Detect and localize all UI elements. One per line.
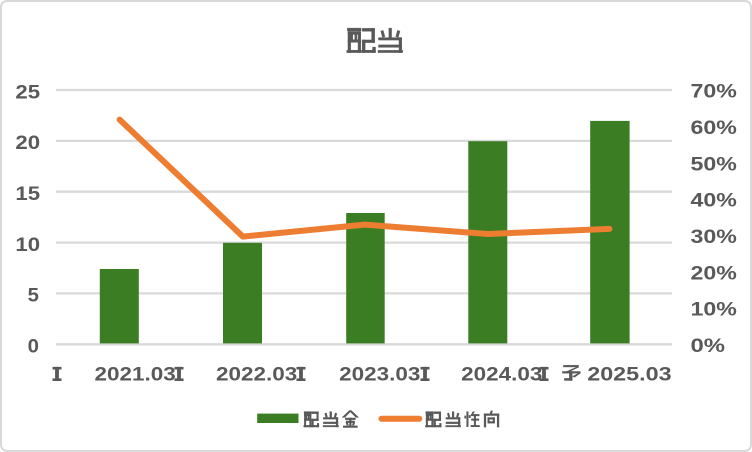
svg-text:10%: 10%	[691, 299, 737, 321]
svg-text:20: 20	[15, 132, 40, 154]
svg-text:25: 25	[15, 81, 40, 103]
svg-text:2025.03: 2025.03	[587, 364, 671, 386]
svg-text:0%: 0%	[691, 335, 726, 357]
svg-text:0: 0	[28, 336, 39, 358]
svg-text:2022.03: 2022.03	[216, 364, 297, 386]
svg-text:2023.03: 2023.03	[339, 364, 420, 386]
svg-text:40%: 40%	[691, 190, 737, 212]
svg-text:20%: 20%	[691, 262, 737, 284]
svg-text:50%: 50%	[691, 153, 737, 175]
svg-text:15: 15	[15, 183, 40, 205]
svg-text:2021.03: 2021.03	[95, 364, 176, 386]
svg-text:60%: 60%	[691, 117, 737, 139]
svg-text:10: 10	[15, 234, 40, 256]
svg-text:30%: 30%	[691, 226, 737, 248]
svg-text:5: 5	[28, 285, 39, 307]
svg-text:2024.03: 2024.03	[461, 364, 542, 386]
svg-text:70%: 70%	[691, 81, 737, 103]
